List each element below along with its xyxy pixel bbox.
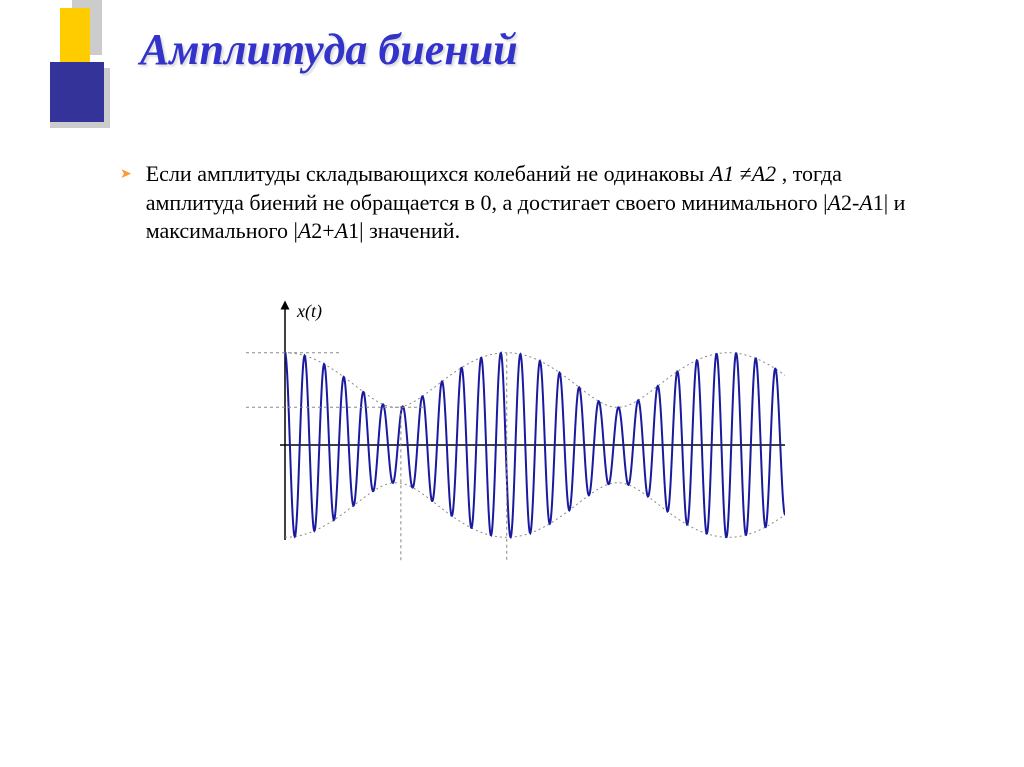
bullet-glyph: ➤	[120, 166, 132, 183]
beat-chart: x(t)t|A₂+A₁||A₂-A₁|	[245, 295, 785, 595]
body-text: ➤ Если амплитуды складывающихся колебани…	[120, 160, 920, 246]
bullet-text: Если амплитуды складывающихся колебаний …	[146, 160, 920, 246]
bullet-item: ➤ Если амплитуды складывающихся колебани…	[120, 160, 920, 246]
slide-decor	[50, 0, 130, 140]
svg-text:x(t): x(t)	[296, 301, 322, 322]
slide-title: Амплитуда биений	[140, 24, 518, 75]
